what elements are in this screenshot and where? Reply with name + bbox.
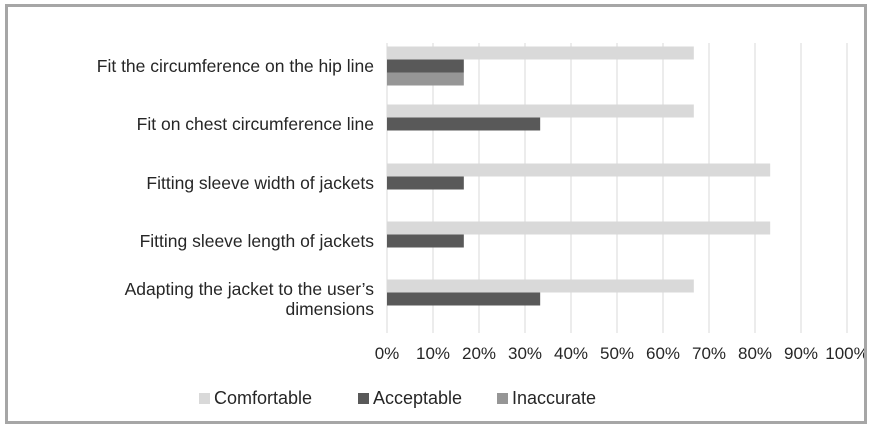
legend-swatch-comfortable (199, 393, 210, 404)
bar-acceptable (387, 59, 464, 73)
category-label: Fit the circumference on the hip line (97, 56, 374, 76)
x-tick-label: 10% (416, 344, 450, 363)
legend-swatch-inaccurate (497, 393, 508, 404)
legend: Comfortable Acceptable Inaccurate (199, 388, 596, 408)
bar-acceptable (387, 117, 541, 131)
x-tick-label: 80% (738, 344, 772, 363)
gridlines (386, 43, 848, 333)
legend-label-comfortable: Comfortable (214, 388, 312, 408)
bar-comfortable (387, 163, 771, 177)
bar-comfortable (387, 221, 771, 235)
x-tick-label: 0% (375, 344, 400, 363)
bar-comfortable (387, 279, 694, 293)
x-tick-label: 60% (646, 344, 680, 363)
bar-comfortable (387, 104, 694, 118)
x-tick-label: 70% (692, 344, 726, 363)
x-axis-tick-labels: 0% 10% 20% 30% 40% 50% 60% 70% 80% 90% 100% (375, 344, 864, 363)
bar-inaccurate (387, 72, 464, 86)
bar-chart: Fit the circumference on the hip line Fit… (97, 43, 864, 408)
category-label: Adapting the jacket to the user’s dimensi… (125, 279, 375, 319)
bar-comfortable (387, 46, 694, 60)
x-tick-label: 20% (462, 344, 496, 363)
category-label: Fit on chest circumference line (137, 114, 374, 134)
legend-label-acceptable: Acceptable (373, 388, 462, 408)
category-label: Fitting sleeve width of jackets (146, 173, 374, 193)
bar-acceptable (387, 292, 541, 306)
legend-label-inaccurate: Inaccurate (512, 388, 596, 408)
bar-acceptable (387, 176, 464, 190)
chart-frame: Fit the circumference on the hip line Fit… (5, 4, 867, 424)
bar-acceptable (387, 234, 464, 248)
category-label: Fitting sleeve length of jackets (140, 231, 375, 251)
legend-swatch-acceptable (358, 393, 369, 404)
x-tick-label: 40% (554, 344, 588, 363)
bars (387, 46, 771, 306)
x-tick-label: 50% (600, 344, 634, 363)
category-labels: Fit the circumference on the hip line Fit… (97, 56, 374, 319)
x-tick-label: 30% (508, 344, 542, 363)
x-tick-label: 100% (825, 344, 864, 363)
x-tick-label: 90% (784, 344, 818, 363)
